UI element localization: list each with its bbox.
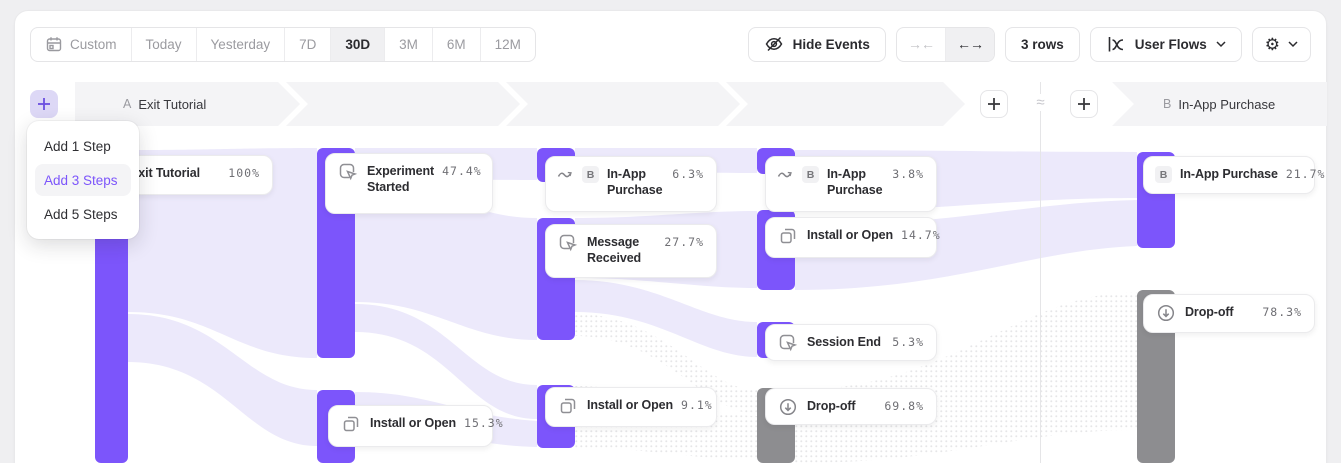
event-click-icon (777, 332, 799, 354)
settings-button[interactable]: ⚙ (1251, 26, 1311, 62)
view-selector-button[interactable]: User Flows (1089, 26, 1242, 62)
view-selector-label: User Flows (1134, 36, 1207, 52)
date-range-6m[interactable]: 6M (433, 27, 481, 61)
flow-b-node-badge: B (582, 166, 599, 183)
flow-b-node-badge: B (802, 166, 819, 183)
date-range-3m[interactable]: 3M (385, 27, 433, 61)
app-window-icon (557, 395, 579, 417)
arrows-inward-icon: →← (907, 36, 935, 52)
eye-off-icon (765, 36, 783, 52)
collapse-columns-button[interactable]: →← (897, 27, 946, 61)
arrows-outward-icon: ←→ (956, 36, 984, 52)
node-drop-off-69[interactable]: Drop-off 69.8% (765, 388, 937, 425)
add-step-button-a[interactable] (30, 90, 58, 118)
node-in-app-purchase-6[interactable]: B In-App Purchase 6.3% (545, 156, 717, 212)
flow-a-header[interactable]: A Exit Tutorial (123, 82, 206, 126)
node-install-or-open-14[interactable]: Install or Open 14.7% (765, 217, 940, 258)
chevron-down-icon (1216, 40, 1226, 47)
menu-item-add-3-steps[interactable]: Add 3 Steps (35, 164, 131, 196)
add-steps-menu: Add 1 Step Add 3 Steps Add 5 Steps (27, 121, 139, 239)
flow-b-title: In-App Purchase (1178, 96, 1276, 112)
flow-b-header[interactable]: B In-App Purchase (1163, 82, 1275, 126)
date-range-control: Custom Today Yesterday 7D 30D 3M 6M 12M (30, 26, 536, 62)
hide-events-label: Hide Events (792, 36, 870, 52)
hide-events-button[interactable]: Hide Events (747, 26, 886, 62)
app-window-icon (777, 225, 799, 247)
rows-count-label: 3 rows (1020, 36, 1064, 52)
flows-break-divider (1040, 82, 1041, 463)
event-click-icon (557, 232, 579, 254)
date-range-yesterday[interactable]: Yesterday (197, 27, 286, 61)
gear-icon: ⚙ (1264, 34, 1280, 54)
skip-arrow-icon (777, 167, 794, 181)
flow-b-node-badge: B (1155, 166, 1172, 183)
node-message-received[interactable]: Message Received 27.7% (545, 224, 717, 278)
drop-off-icon (1155, 302, 1177, 324)
node-session-end[interactable]: Session End 5.3% (765, 324, 937, 361)
date-range-7d[interactable]: 7D (285, 27, 332, 61)
flow-a-title: Exit Tutorial (138, 96, 207, 112)
node-install-or-open-15[interactable]: Install or Open 15.3% (328, 405, 503, 447)
flow-b-step-band[interactable] (1112, 82, 1327, 126)
date-range-today[interactable]: Today (132, 27, 197, 61)
node-experiment-started[interactable]: Experiment Started 47.4% (325, 153, 493, 214)
skip-arrow-icon (557, 167, 574, 181)
chevron-down-icon (1288, 40, 1298, 47)
plus-icon (1078, 98, 1090, 110)
menu-item-add-5-steps[interactable]: Add 5 Steps (44, 206, 118, 222)
plus-icon (988, 98, 1000, 110)
flow-a-badge: A (123, 97, 132, 111)
plus-icon (38, 98, 50, 110)
drop-off-icon (777, 396, 799, 418)
date-range-12m[interactable]: 12M (494, 36, 521, 52)
expand-columns-button[interactable]: ←→ (945, 27, 994, 61)
add-step-end-button-a[interactable] (980, 90, 1008, 118)
node-drop-off-78[interactable]: Drop-off 78.3% (1143, 294, 1315, 333)
add-step-button-b[interactable] (1070, 90, 1098, 118)
menu-item-add-1-step[interactable]: Add 1 Step (44, 138, 111, 154)
calendar-icon (46, 37, 62, 52)
flow-b-badge: B (1163, 97, 1172, 111)
date-range-label: Custom (70, 36, 117, 52)
app-window-icon (340, 413, 362, 435)
date-range-30d[interactable]: 30D (331, 27, 386, 61)
toolbar: Custom Today Yesterday 7D 30D 3M 6M 12M … (30, 26, 1311, 62)
date-range-custom[interactable]: Custom (31, 27, 132, 61)
spacing-control: →← ←→ (895, 26, 995, 62)
node-in-app-purchase-21[interactable]: B In-App Purchase 21.7% (1143, 156, 1324, 194)
toolbar-right: Hide Events →← ←→ 3 rows User Flows ⚙ (747, 26, 1311, 62)
rows-count-button[interactable]: 3 rows (1004, 26, 1080, 62)
break-icon: ≈ (1028, 94, 1053, 111)
user-flows-icon (1108, 37, 1123, 52)
flow-a-step-band[interactable] (75, 82, 965, 126)
node-exit-tutorial[interactable]: Exit Tutorial 100% (118, 155, 273, 195)
node-install-or-open-9[interactable]: Install or Open 9.1% (545, 387, 717, 427)
event-click-icon (337, 161, 359, 183)
node-in-app-purchase-3[interactable]: B In-App Purchase 3.8% (765, 156, 937, 212)
